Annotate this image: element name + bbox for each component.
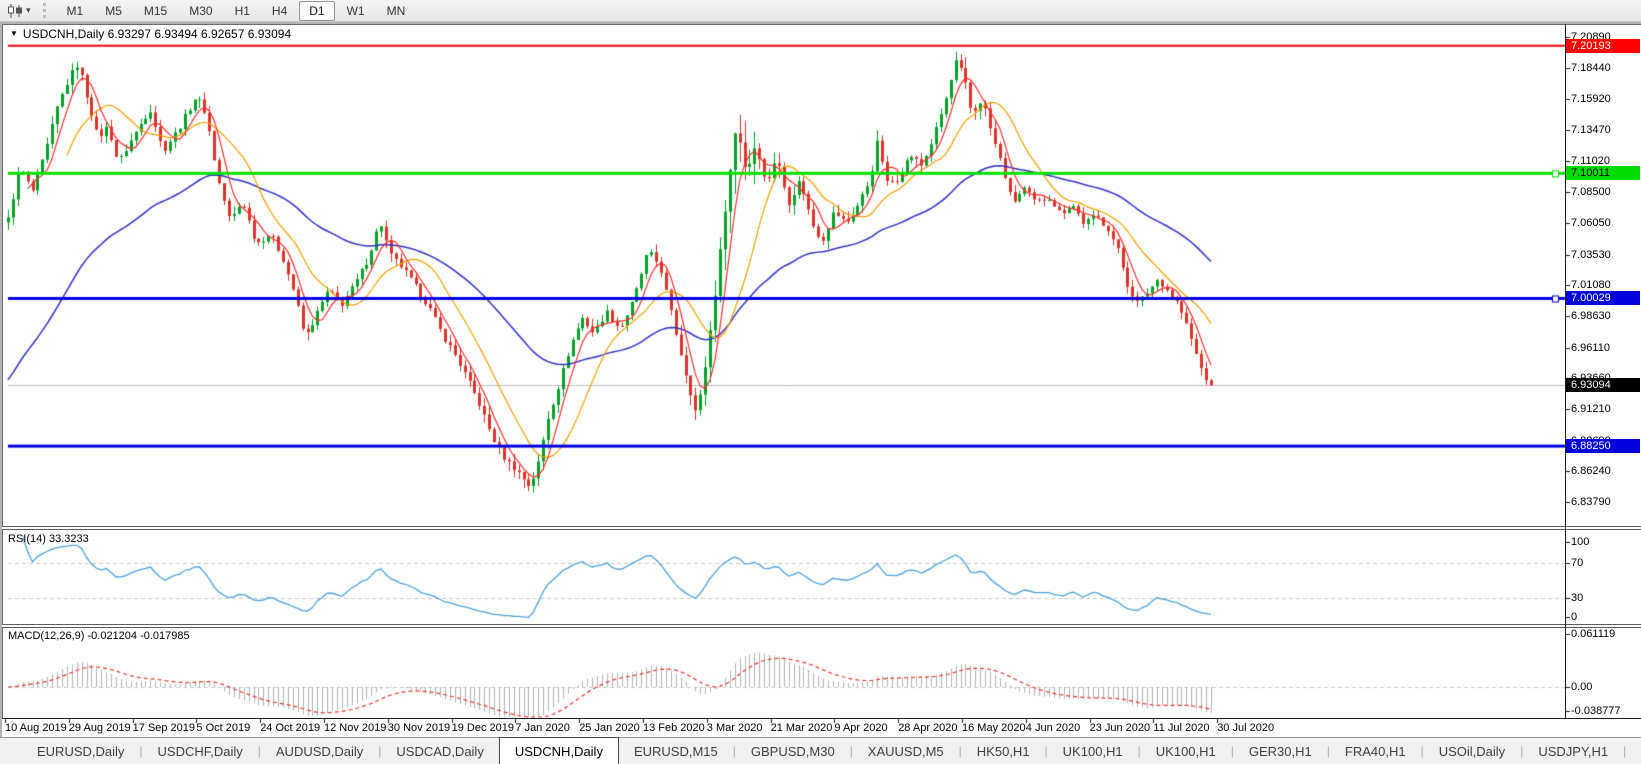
timeframe-button-w1[interactable]: W1	[337, 1, 375, 21]
timeframe-button-m5[interactable]: M5	[95, 1, 132, 21]
timeframe-button-h4[interactable]: H4	[262, 1, 297, 21]
chart-tab-usdcnh-daily[interactable]: USDCNH,Daily	[498, 737, 619, 764]
panel-separator-main-rsi[interactable]	[2, 526, 1641, 530]
chart-ohlc-quotes: 6.93297 6.93494 6.92657 6.93094	[107, 27, 292, 41]
tab-separator: |	[1326, 744, 1330, 758]
chart-tab-hk50-h1[interactable]: HK50,H1	[976, 743, 1030, 759]
timeframe-button-m1[interactable]: M1	[57, 1, 94, 21]
chart-tab-audusd-daily[interactable]: AUDUSD,Daily	[275, 743, 364, 759]
timeframe-button-m30[interactable]: M30	[179, 1, 222, 21]
timeframe-buttons: M1 M5 M15 M30 H1 H4 D1 W1 MN	[56, 0, 417, 21]
tab-separator: |	[257, 744, 261, 758]
tab-separator: |	[958, 744, 962, 758]
tab-separator: |	[1520, 744, 1524, 758]
chart-type-candlestick-icon[interactable]	[6, 3, 24, 18]
tab-separator: |	[1623, 744, 1627, 758]
chart-tab-usoil-daily[interactable]: USOil,Daily	[1438, 743, 1506, 759]
timeframe-button-m15[interactable]: M15	[134, 1, 177, 21]
chart-type-dropdown-icon[interactable]: ▾	[26, 5, 31, 15]
chart-tabs-bar: EURUSD,Daily | USDCHF,Daily | AUDUSD,Daily | U…	[0, 737, 1641, 764]
price-axis-line	[1565, 24, 1566, 719]
chart-tab-xauusd-m5[interactable]: XAUUSD,M5	[867, 743, 944, 759]
rsi-indicator-label: RSI(14) 33.3233	[8, 533, 89, 545]
tab-separator: |	[1230, 744, 1234, 758]
chart-tab-usdchf-daily[interactable]: USDCHF,Daily	[157, 743, 243, 759]
timeframe-button-mn[interactable]: MN	[377, 1, 416, 21]
chart-tabs: EURUSD,Daily | USDCHF,Daily | AUDUSD,Daily | U…	[22, 737, 1641, 764]
tab-separator: |	[1137, 744, 1141, 758]
timeframe-button-d1[interactable]: D1	[299, 0, 335, 21]
chart-title-bar: ▼ USDCNH,Daily 6.93297 6.93494 6.92657 6.…	[10, 27, 291, 41]
timeframe-button-h1[interactable]: H1	[225, 1, 260, 21]
tab-separator: |	[1420, 744, 1424, 758]
chart-tab-uk100-h1[interactable]: UK100,H1	[1155, 743, 1216, 759]
macd-values: -0.021204 -0.017985	[87, 630, 190, 642]
tab-separator: |	[1044, 744, 1048, 758]
chart-tab-uk100-h1[interactable]: UK100,H1	[1062, 743, 1123, 759]
chart-tab-usdcad-daily[interactable]: USDCAD,Daily	[396, 743, 484, 759]
macd-name: MACD(12,26,9)	[8, 630, 85, 642]
chart-tab-gbpusd-m30[interactable]: GBPUSD,M30	[750, 743, 835, 759]
chart-tab-ger30-h1[interactable]: GER30,H1	[1248, 743, 1312, 759]
rsi-name: RSI(14)	[8, 533, 46, 545]
tab-separator: |	[732, 744, 736, 758]
tab-separator: |	[378, 744, 382, 758]
chart-tab-usdjpy-h1[interactable]: USDJPY,H1	[1538, 743, 1609, 759]
chart-tab-fra40-h1[interactable]: FRA40,H1	[1344, 743, 1406, 759]
date-axis-line	[2, 718, 1641, 719]
chart-dropdown-icon[interactable]: ▼	[10, 29, 18, 38]
chart-tab-dj30-daily[interactable]: DJ30,Daily	[1626, 738, 1641, 764]
chart-tab-eurusd-daily[interactable]: EURUSD,Daily	[37, 743, 125, 759]
toolbar: ▾ M1 M5 M15 M30 H1 H4 D1 W1 MN	[0, 0, 1641, 22]
chart-title: USDCNH,Daily	[22, 27, 105, 41]
macd-indicator-label: MACD(12,26,9) -0.021204 -0.017985	[8, 630, 190, 642]
tab-separator: |	[849, 744, 853, 758]
tab-separator: |	[139, 744, 143, 758]
toolbar-grip-handle[interactable]	[42, 3, 46, 18]
panel-separator-rsi-macd[interactable]	[2, 624, 1641, 628]
rsi-value: 33.3233	[48, 533, 89, 545]
chart-tab-eurusd-m15[interactable]: EURUSD,M15	[633, 743, 718, 759]
